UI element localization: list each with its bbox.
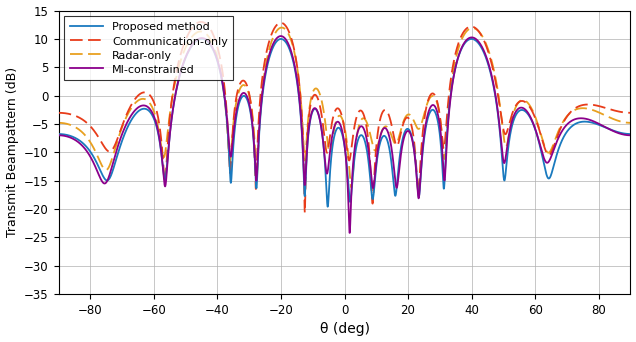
Proposed method <box>324 207 331 211</box>
Line: Proposed method: Proposed method <box>59 39 630 209</box>
Radar-only <box>497 108 504 112</box>
Radar-only <box>55 121 62 125</box>
MI-constrained <box>55 132 62 136</box>
Y-axis label: Transmit Beampattern (dB): Transmit Beampattern (dB) <box>6 67 18 237</box>
Radar-only <box>233 100 240 104</box>
MI-constrained <box>277 34 285 38</box>
Proposed method <box>450 73 458 77</box>
Communication-only <box>123 113 130 117</box>
MI-constrained <box>91 159 99 163</box>
Proposed method <box>233 114 240 118</box>
Proposed method <box>55 132 62 136</box>
Radar-only <box>450 65 458 69</box>
MI-constrained <box>123 121 130 125</box>
MI-constrained <box>450 73 458 77</box>
Communication-only <box>55 111 62 115</box>
Communication-only <box>301 211 308 215</box>
Radar-only <box>91 148 99 152</box>
MI-constrained <box>233 110 240 114</box>
Radar-only <box>278 26 286 30</box>
Communication-only <box>497 110 504 114</box>
Proposed method <box>198 37 205 41</box>
Communication-only <box>123 111 131 115</box>
Proposed method <box>123 127 130 131</box>
Line: Communication-only: Communication-only <box>59 22 630 213</box>
Radar-only <box>626 121 634 125</box>
Proposed method <box>497 136 504 140</box>
Radar-only <box>123 115 130 119</box>
Proposed method <box>123 126 131 130</box>
Radar-only <box>123 113 131 117</box>
Line: MI-constrained: MI-constrained <box>59 36 630 248</box>
Radar-only <box>347 185 355 189</box>
MI-constrained <box>497 134 504 138</box>
Communication-only <box>233 94 240 98</box>
MI-constrained <box>626 132 634 136</box>
Communication-only <box>626 111 634 115</box>
X-axis label: θ (deg): θ (deg) <box>319 323 370 337</box>
Proposed method <box>626 132 634 136</box>
Communication-only <box>91 130 99 134</box>
Communication-only <box>197 20 205 24</box>
MI-constrained <box>123 119 131 123</box>
Line: Radar-only: Radar-only <box>59 28 630 187</box>
Proposed method <box>91 156 99 160</box>
Legend: Proposed method, Communication-only, Radar-only, MI-constrained: Proposed method, Communication-only, Rad… <box>64 16 233 80</box>
Communication-only <box>450 58 458 63</box>
MI-constrained <box>346 246 354 250</box>
